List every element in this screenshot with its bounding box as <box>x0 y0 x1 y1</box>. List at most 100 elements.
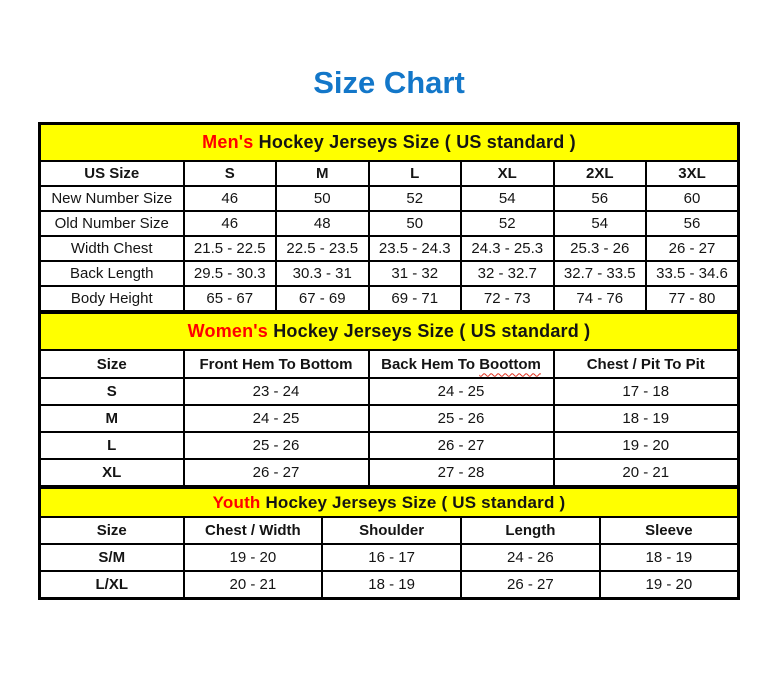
size-value: 26 - 27 <box>182 458 370 488</box>
column-header-row: US Size S M L XL 2XL 3XL <box>38 160 740 187</box>
row-label: L <box>38 431 185 460</box>
womens-size-table: Women's Hockey Jerseys Size ( US standar… <box>38 311 740 488</box>
size-value: 74 - 76 <box>552 285 647 313</box>
table-row: M 24 - 25 25 - 26 18 - 19 <box>38 404 740 433</box>
row-label: Old Number Size <box>38 210 185 237</box>
size-value: 25 - 26 <box>182 431 370 460</box>
size-value: 33.5 - 34.6 <box>645 260 740 287</box>
column-header: Front Hem To Bottom <box>182 349 370 379</box>
size-value: 31 - 32 <box>367 260 462 287</box>
column-header: XL <box>460 160 555 187</box>
table-row: Width Chest 21.5 - 22.5 22.5 - 23.5 23.5 - … <box>38 235 740 262</box>
table-row: New Number Size 46 50 52 54 56 60 <box>38 185 740 212</box>
table-row: S 23 - 24 24 - 25 17 - 18 <box>38 377 740 406</box>
size-value: 52 <box>367 185 462 212</box>
size-value: 20 - 21 <box>182 570 324 600</box>
size-value: 17 - 18 <box>552 377 740 406</box>
column-header: Shoulder <box>321 516 462 545</box>
size-value: 24 - 26 <box>460 543 601 572</box>
column-header-text: Back Hem To <box>381 355 480 373</box>
row-label: XL <box>38 458 185 488</box>
column-header: US Size <box>38 160 185 187</box>
table-row: Body Height 65 - 67 67 - 69 69 - 71 72 - 73 7… <box>38 285 740 313</box>
section-banner-row: Women's Hockey Jerseys Size ( US standar… <box>38 311 740 351</box>
section-title-text: Hockey Jerseys Size ( US standard ) <box>268 321 591 341</box>
table-row: S/M 19 - 20 16 - 17 24 - 26 18 - 19 <box>38 543 740 572</box>
size-value: 19 - 20 <box>182 543 324 572</box>
size-value: 52 <box>460 210 555 237</box>
size-value: 48 <box>275 210 370 237</box>
column-header: S <box>182 160 277 187</box>
size-value: 32.7 - 33.5 <box>552 260 647 287</box>
size-value: 26 - 27 <box>645 235 740 262</box>
size-value: 18 - 19 <box>598 543 740 572</box>
column-header: Chest / Width <box>182 516 324 545</box>
column-header: Chest / Pit To Pit <box>552 349 740 379</box>
size-value: 21.5 - 22.5 <box>182 235 277 262</box>
size-value: 46 <box>182 210 277 237</box>
column-header: L <box>367 160 462 187</box>
size-value: 23.5 - 24.3 <box>367 235 462 262</box>
youth-size-table: Youth Hockey Jerseys Size ( US standard … <box>38 486 740 600</box>
row-label: S <box>38 377 185 406</box>
size-value: 20 - 21 <box>552 458 740 488</box>
row-label: M <box>38 404 185 433</box>
section-title-highlight: Youth <box>212 492 261 512</box>
row-label: New Number Size <box>38 185 185 212</box>
size-value: 24.3 - 25.3 <box>460 235 555 262</box>
table-row: XL 26 - 27 27 - 28 20 - 21 <box>38 458 740 488</box>
column-header: Sleeve <box>598 516 740 545</box>
misspelled-word: Boottom <box>479 355 541 373</box>
column-header-row: Size Chest / Width Shoulder Length Sleeve <box>38 516 740 545</box>
size-value: 29.5 - 30.3 <box>182 260 277 287</box>
size-value: 16 - 17 <box>321 543 462 572</box>
size-value: 50 <box>367 210 462 237</box>
column-header: M <box>275 160 370 187</box>
size-value: 24 - 25 <box>367 377 555 406</box>
size-value: 54 <box>552 210 647 237</box>
size-value: 72 - 73 <box>460 285 555 313</box>
size-value: 54 <box>460 185 555 212</box>
size-value: 46 <box>182 185 277 212</box>
size-value: 24 - 25 <box>182 404 370 433</box>
size-value: 19 - 20 <box>598 570 740 600</box>
row-label: Body Height <box>38 285 185 313</box>
row-label: S/M <box>38 543 185 572</box>
column-header: 2XL <box>552 160 647 187</box>
size-value: 77 - 80 <box>645 285 740 313</box>
column-header: Size <box>38 349 185 379</box>
table-row: L 25 - 26 26 - 27 19 - 20 <box>38 431 740 460</box>
size-value: 50 <box>275 185 370 212</box>
column-header: Back Hem To Boottom <box>367 349 555 379</box>
size-value: 69 - 71 <box>367 285 462 313</box>
size-value: 27 - 28 <box>367 458 555 488</box>
column-header: Size <box>38 516 185 545</box>
size-value: 26 - 27 <box>460 570 601 600</box>
row-label: Back Length <box>38 260 185 287</box>
size-value: 56 <box>552 185 647 212</box>
size-value: 26 - 27 <box>367 431 555 460</box>
section-title-banner: Men's Hockey Jerseys Size ( US standard … <box>38 122 740 162</box>
section-banner-row: Youth Hockey Jerseys Size ( US standard … <box>38 486 740 518</box>
mens-size-table: Men's Hockey Jerseys Size ( US standard … <box>38 122 740 313</box>
section-title-highlight: Men's <box>202 132 254 152</box>
size-value: 60 <box>645 185 740 212</box>
section-banner-row: Men's Hockey Jerseys Size ( US standard … <box>38 122 740 162</box>
section-title-banner: Women's Hockey Jerseys Size ( US standar… <box>38 311 740 351</box>
row-label: Width Chest <box>38 235 185 262</box>
size-value: 23 - 24 <box>182 377 370 406</box>
size-value: 67 - 69 <box>275 285 370 313</box>
size-value: 30.3 - 31 <box>275 260 370 287</box>
size-value: 25 - 26 <box>367 404 555 433</box>
section-title-text: Hockey Jerseys Size ( US standard ) <box>253 132 576 152</box>
size-value: 65 - 67 <box>182 285 277 313</box>
size-value: 18 - 19 <box>552 404 740 433</box>
table-row: Back Length 29.5 - 30.3 30.3 - 31 31 - 32 32… <box>38 260 740 287</box>
size-value: 22.5 - 23.5 <box>275 235 370 262</box>
size-value: 25.3 - 26 <box>552 235 647 262</box>
size-tables-container: Men's Hockey Jerseys Size ( US standard … <box>38 122 740 600</box>
column-header-row: Size Front Hem To Bottom Back Hem To Boott… <box>38 349 740 379</box>
size-value: 56 <box>645 210 740 237</box>
size-value: 32 - 32.7 <box>460 260 555 287</box>
